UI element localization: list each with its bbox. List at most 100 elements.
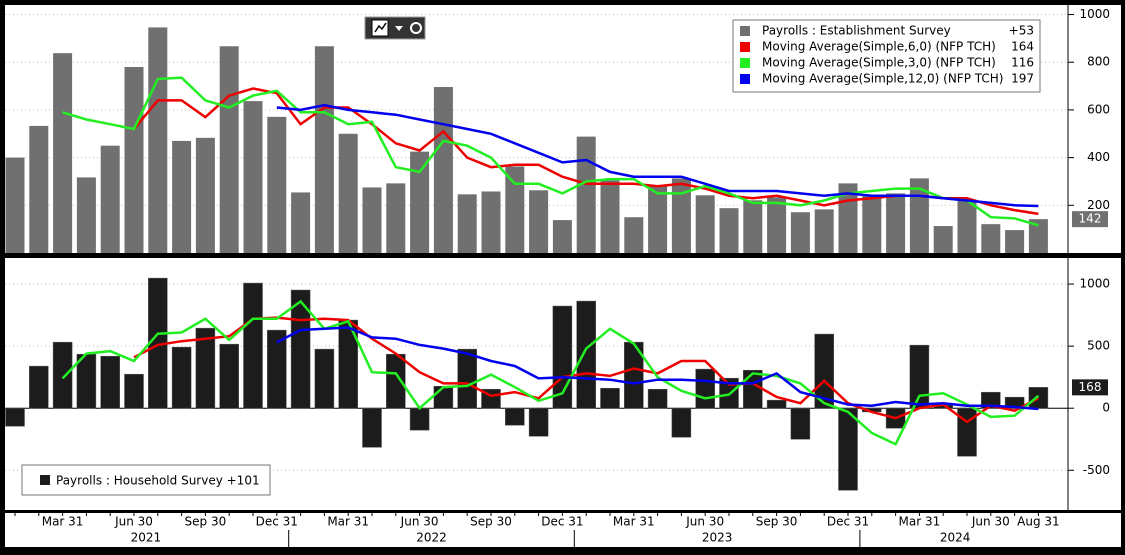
bar <box>743 200 763 253</box>
legend-label: Moving Average(Simple,12,0) (NFP TCH) <box>762 72 1003 86</box>
bar <box>195 137 215 253</box>
bar <box>505 407 525 426</box>
settings-icon[interactable] <box>410 22 422 34</box>
year-label: 2021 <box>131 531 162 545</box>
bar <box>505 166 525 253</box>
bar <box>600 180 620 253</box>
year-label: 2024 <box>940 531 971 545</box>
bar <box>5 157 25 253</box>
bar <box>433 87 453 254</box>
y-tick-label: 400 <box>1087 150 1110 164</box>
x-tick-label: Mar 31 <box>899 515 941 529</box>
bar <box>528 407 549 437</box>
bar <box>767 197 787 253</box>
bar <box>53 53 73 253</box>
x-tick-label: Sep 30 <box>756 515 798 529</box>
bar <box>790 407 811 440</box>
bar <box>1028 387 1049 409</box>
bar <box>576 136 596 253</box>
moving-average-line <box>62 76 1039 227</box>
bar <box>671 407 692 438</box>
bar <box>886 193 906 253</box>
bar <box>576 300 596 409</box>
bar <box>766 399 787 409</box>
bar <box>648 185 668 253</box>
bar <box>243 282 263 409</box>
bar <box>267 116 287 253</box>
bar <box>362 407 382 448</box>
legend-value: 164 <box>1011 40 1034 54</box>
last-value-label: 168 <box>1079 380 1102 394</box>
moving-average-line <box>276 326 1039 411</box>
bar <box>386 183 406 253</box>
bar <box>1005 230 1025 253</box>
bar <box>148 27 168 253</box>
bar <box>338 133 358 253</box>
bar <box>314 348 335 409</box>
x-tick-label: Mar 31 <box>327 515 369 529</box>
bar <box>267 329 287 409</box>
bar <box>124 67 144 253</box>
moving-average-line <box>276 103 1039 208</box>
x-tick-label: Dec 31 <box>827 515 869 529</box>
bar <box>433 385 454 409</box>
legend-swatch <box>740 26 750 36</box>
bar <box>172 140 192 253</box>
legend-label: Moving Average(Simple,3,0) (NFP TCH) <box>762 56 996 70</box>
x-tick-label: Sep 30 <box>185 515 227 529</box>
bar <box>981 224 1001 253</box>
legend-box <box>732 19 1041 93</box>
bar <box>362 187 382 253</box>
x-tick-label: Mar 31 <box>613 515 655 529</box>
bar <box>52 341 73 409</box>
bar <box>624 341 644 409</box>
bar <box>552 220 572 253</box>
y-tick-label: 1000 <box>1079 7 1110 21</box>
bar <box>862 195 882 253</box>
bar <box>100 145 120 253</box>
dropdown-arrow[interactable] <box>395 26 403 31</box>
legend-value: 116 <box>1011 56 1034 70</box>
legend-label: Payrolls : Household Survey +101 <box>56 474 260 488</box>
last-value-label: 142 <box>1079 212 1102 226</box>
bar <box>957 407 977 457</box>
bar <box>29 365 49 409</box>
chart-icon-line <box>374 22 387 33</box>
legend-swatch <box>740 42 750 52</box>
legend-swatch <box>740 74 750 84</box>
last-value-tag <box>1072 211 1108 228</box>
chart-toolbar[interactable] <box>364 16 426 40</box>
legend-box <box>21 464 271 496</box>
x-tick-label: Jun 30 <box>685 515 724 529</box>
x-tick-label: Jun 30 <box>971 515 1010 529</box>
bar <box>481 191 501 253</box>
bar <box>909 344 930 409</box>
bar <box>410 151 430 253</box>
legend-value: +53 <box>1009 24 1034 38</box>
bar <box>5 407 25 427</box>
bar <box>695 368 715 409</box>
legend-value: 197 <box>1011 72 1034 86</box>
bar <box>790 212 810 253</box>
y-tick-label: 500 <box>1087 339 1110 353</box>
year-label: 2023 <box>702 531 733 545</box>
bar <box>219 343 239 409</box>
x-tick-label: Dec 31 <box>256 515 298 529</box>
bar <box>933 226 953 253</box>
x-tick-label: Sep 30 <box>470 515 512 529</box>
x-axis-panel <box>5 513 1121 547</box>
x-tick-label: Jun 30 <box>114 515 153 529</box>
bar <box>624 217 644 253</box>
y-tick-label: 0 <box>1102 401 1110 415</box>
bar <box>124 373 144 409</box>
bar <box>291 192 311 253</box>
bar <box>243 101 263 253</box>
x-tick-label: Aug 31 <box>1017 515 1060 529</box>
bar <box>647 388 668 409</box>
bar <box>457 194 477 253</box>
bar <box>457 348 477 409</box>
bar <box>600 387 620 409</box>
y-tick-label: 1000 <box>1079 277 1110 291</box>
x-tick-label: Mar 31 <box>42 515 84 529</box>
bar <box>314 46 334 253</box>
